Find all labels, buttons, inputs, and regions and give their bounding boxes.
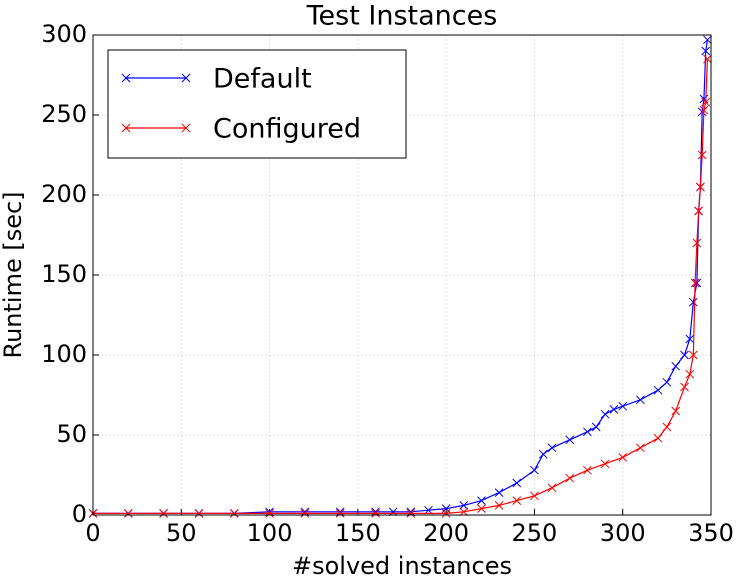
y-tick-label: 100: [41, 340, 87, 368]
point-marker: [371, 507, 380, 517]
point-marker: [335, 509, 345, 518]
point-marker: [692, 238, 702, 248]
point-marker: [300, 507, 310, 517]
series-line: [93, 58, 709, 514]
point-marker: [547, 483, 557, 493]
point-marker: [477, 496, 486, 505]
point-marker: [618, 401, 628, 411]
x-tick-label: 200: [423, 519, 469, 547]
point-marker: [591, 422, 601, 432]
point-marker: [701, 46, 711, 56]
point-marker: [609, 405, 619, 414]
point-marker: [671, 361, 681, 371]
point-marker: [688, 297, 698, 307]
point-marker: [662, 422, 672, 432]
point-marker: [406, 507, 416, 517]
point-marker: [494, 501, 504, 510]
point-marker: [159, 509, 168, 518]
chart-title: Test Instances: [306, 1, 498, 32]
x-tick-label: 100: [247, 519, 293, 547]
point-marker: [692, 278, 702, 288]
x-axis-label: #solved instances: [292, 552, 512, 580]
point-marker: [694, 206, 703, 216]
point-marker: [512, 496, 522, 505]
point-marker: [459, 507, 469, 517]
x-tick-label: 250: [512, 519, 558, 547]
point-marker: [697, 150, 707, 160]
point-marker: [701, 97, 711, 107]
point-marker: [662, 377, 672, 387]
point-marker: [583, 427, 592, 437]
point-marker: [194, 509, 204, 518]
y-tick-label: 0: [72, 500, 87, 528]
point-marker: [123, 509, 133, 518]
point-marker: [680, 382, 689, 392]
legend-marker: [181, 123, 191, 133]
point-marker: [265, 509, 274, 518]
point-marker: [685, 334, 695, 344]
legend-marker: [121, 123, 131, 133]
point-marker: [685, 369, 695, 379]
point-marker: [565, 473, 575, 483]
legend-marker: [181, 73, 191, 83]
y-tick-label: 50: [56, 420, 87, 448]
legend-label: Default: [213, 64, 312, 95]
point-marker: [530, 491, 539, 501]
point-marker: [477, 504, 486, 513]
legend-label: Configured: [213, 114, 361, 145]
legend-box: [107, 49, 407, 159]
x-tick-label: 50: [166, 519, 197, 547]
point-marker: [459, 501, 469, 510]
point-marker: [565, 435, 575, 445]
point-marker: [680, 350, 689, 360]
plot-frame: [92, 34, 712, 516]
point-marker: [703, 54, 712, 64]
point-marker: [406, 509, 416, 518]
point-marker: [618, 453, 628, 462]
x-tick-label: 150: [335, 519, 381, 547]
point-marker: [538, 449, 548, 459]
point-marker: [547, 443, 557, 453]
x-tick-label: 0: [85, 519, 100, 547]
point-marker: [600, 459, 610, 469]
point-marker: [441, 509, 451, 518]
y-tick-label: 200: [41, 180, 87, 208]
point-marker: [600, 409, 610, 419]
point-marker: [512, 478, 522, 488]
point-marker: [699, 105, 709, 115]
point-marker: [636, 443, 645, 453]
point-marker: [688, 350, 698, 360]
point-marker: [671, 406, 681, 416]
point-marker: [583, 465, 592, 475]
point-marker: [690, 278, 700, 288]
point-marker: [335, 507, 345, 517]
point-marker: [494, 488, 504, 497]
point-marker: [696, 182, 705, 192]
y-tick-label: 150: [41, 260, 87, 288]
point-marker: [703, 35, 712, 45]
point-marker: [265, 507, 274, 517]
point-marker: [229, 509, 239, 518]
x-tick-label: 300: [600, 519, 646, 547]
x-tick-label: 350: [688, 519, 734, 547]
y-tick-label: 250: [41, 100, 87, 128]
point-marker: [636, 395, 645, 405]
point-marker: [653, 385, 663, 395]
y-tick-label: 300: [41, 20, 87, 48]
y-axis-label: Runtime [sec]: [0, 191, 27, 358]
point-marker: [388, 507, 398, 517]
point-marker: [653, 433, 663, 443]
legend-marker: [121, 73, 131, 83]
point-marker: [300, 509, 310, 518]
point-marker: [530, 465, 539, 475]
point-marker: [371, 509, 380, 518]
